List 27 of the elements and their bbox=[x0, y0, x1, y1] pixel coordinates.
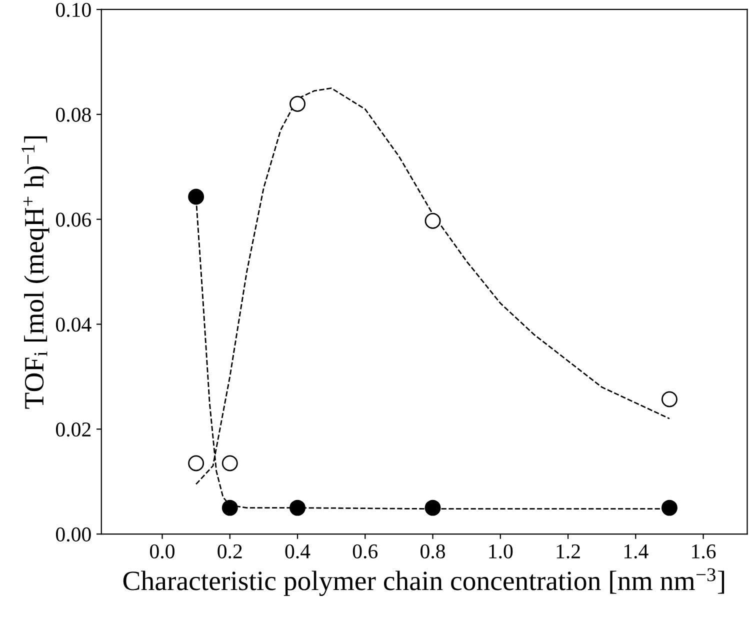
x-tick-label: 1.4 bbox=[624, 544, 648, 559]
x-tick-label: 0.6 bbox=[352, 544, 378, 559]
x-tick-label: 1.0 bbox=[489, 544, 513, 559]
x-tick-label: 0.4 bbox=[285, 544, 310, 559]
x-axis-title: Characteristic polymer chain concentration [nm nm$^{−3}$] bbox=[123, 568, 724, 596]
point bbox=[188, 455, 204, 472]
point bbox=[290, 500, 306, 516]
point bbox=[222, 455, 238, 472]
y-tick-label: 0.04 bbox=[56, 318, 92, 332]
point bbox=[290, 96, 306, 112]
y-tick-label: 0.02 bbox=[56, 422, 91, 437]
point bbox=[661, 391, 678, 408]
y-tick-label: 0.00 bbox=[56, 527, 91, 542]
y-tick-label: 0.10 bbox=[56, 2, 91, 18]
x-tick-label: 1.6 bbox=[692, 544, 716, 559]
point bbox=[188, 188, 204, 205]
x-tick-label: 0.0 bbox=[150, 544, 174, 559]
y-tick-label: 0.06 bbox=[56, 212, 92, 227]
point bbox=[661, 500, 678, 516]
x-tick-label: 1.2 bbox=[556, 544, 580, 559]
x-tick-label: 0.2 bbox=[218, 544, 242, 559]
point bbox=[222, 500, 238, 516]
x-tick-label: 0.8 bbox=[420, 544, 445, 559]
y-tick-label: 0.08 bbox=[56, 108, 91, 122]
point bbox=[424, 212, 441, 229]
point bbox=[424, 500, 441, 516]
y-axis-title: TOF$_{i}$ [mol (meqH$^{+}$ h)$^{−1}$] bbox=[22, 136, 50, 409]
